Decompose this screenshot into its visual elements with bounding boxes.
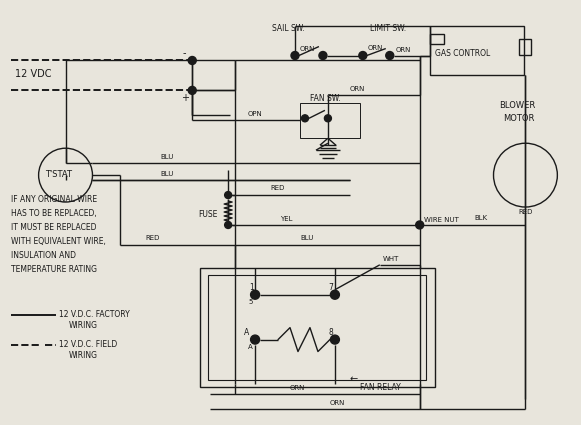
Circle shape xyxy=(250,290,260,299)
Bar xyxy=(519,39,532,54)
Text: ORN: ORN xyxy=(300,45,315,51)
Text: RED: RED xyxy=(145,235,160,241)
Text: 12 VDC: 12 VDC xyxy=(15,69,51,79)
Text: WIRE NUT: WIRE NUT xyxy=(424,217,458,223)
Circle shape xyxy=(302,115,309,122)
Text: BLU: BLU xyxy=(300,235,313,241)
Text: 1: 1 xyxy=(249,283,253,292)
Text: BLK: BLK xyxy=(475,215,487,221)
Text: FAN SW.: FAN SW. xyxy=(310,94,340,103)
Text: ORN: ORN xyxy=(396,46,411,53)
Text: 8: 8 xyxy=(328,328,333,337)
Circle shape xyxy=(331,290,339,299)
Text: 7: 7 xyxy=(328,283,333,292)
Text: +: + xyxy=(181,94,189,103)
Circle shape xyxy=(250,335,260,344)
Bar xyxy=(200,268,435,388)
Text: A: A xyxy=(248,343,253,349)
Bar xyxy=(300,103,360,138)
Text: -: - xyxy=(182,48,186,59)
Text: LIMIT SW.: LIMIT SW. xyxy=(370,24,406,33)
Bar xyxy=(430,34,444,43)
Text: OPN: OPN xyxy=(248,111,263,117)
Text: ORN: ORN xyxy=(290,385,306,391)
Circle shape xyxy=(188,57,196,65)
Text: ORN: ORN xyxy=(330,400,345,406)
Circle shape xyxy=(319,51,327,60)
Text: BLU: BLU xyxy=(160,171,174,177)
Text: SAIL SW.: SAIL SW. xyxy=(272,24,305,33)
Text: BLOWER: BLOWER xyxy=(500,101,536,110)
Text: FAN RELAY: FAN RELAY xyxy=(360,383,400,392)
Text: YEL: YEL xyxy=(280,216,292,222)
Circle shape xyxy=(415,221,424,229)
Text: GAS CONTROL: GAS CONTROL xyxy=(435,49,490,58)
Text: ORN: ORN xyxy=(368,45,383,51)
Text: 12 V.D.C. FACTORY: 12 V.D.C. FACTORY xyxy=(59,310,130,319)
Text: 5: 5 xyxy=(248,299,253,305)
Text: IF ANY ORIGINAL WIRE
HAS TO BE REPLACED,
IT MUST BE REPLACED
WITH EQUIVALENT WIR: IF ANY ORIGINAL WIRE HAS TO BE REPLACED,… xyxy=(10,195,106,274)
Text: T'STAT: T'STAT xyxy=(45,170,71,178)
Text: FUSE: FUSE xyxy=(198,210,218,219)
Text: A: A xyxy=(243,328,249,337)
Text: WHT: WHT xyxy=(383,256,399,262)
Text: WIRING: WIRING xyxy=(69,351,98,360)
Bar xyxy=(208,275,426,380)
Circle shape xyxy=(324,115,331,122)
Text: ORN: ORN xyxy=(350,86,365,92)
Text: BLU: BLU xyxy=(160,154,174,160)
Circle shape xyxy=(225,221,232,229)
Circle shape xyxy=(291,51,299,60)
Circle shape xyxy=(225,192,232,198)
Circle shape xyxy=(359,51,367,60)
Bar xyxy=(430,26,525,76)
Text: RED: RED xyxy=(270,185,285,191)
Text: ←: ← xyxy=(350,374,358,385)
Text: MOTOR: MOTOR xyxy=(504,114,535,123)
Text: WIRING: WIRING xyxy=(69,321,98,330)
Text: 12 V.D.C. FIELD: 12 V.D.C. FIELD xyxy=(59,340,117,349)
Circle shape xyxy=(331,335,339,344)
Circle shape xyxy=(386,51,394,60)
Circle shape xyxy=(188,86,196,94)
Text: RED: RED xyxy=(518,209,533,215)
